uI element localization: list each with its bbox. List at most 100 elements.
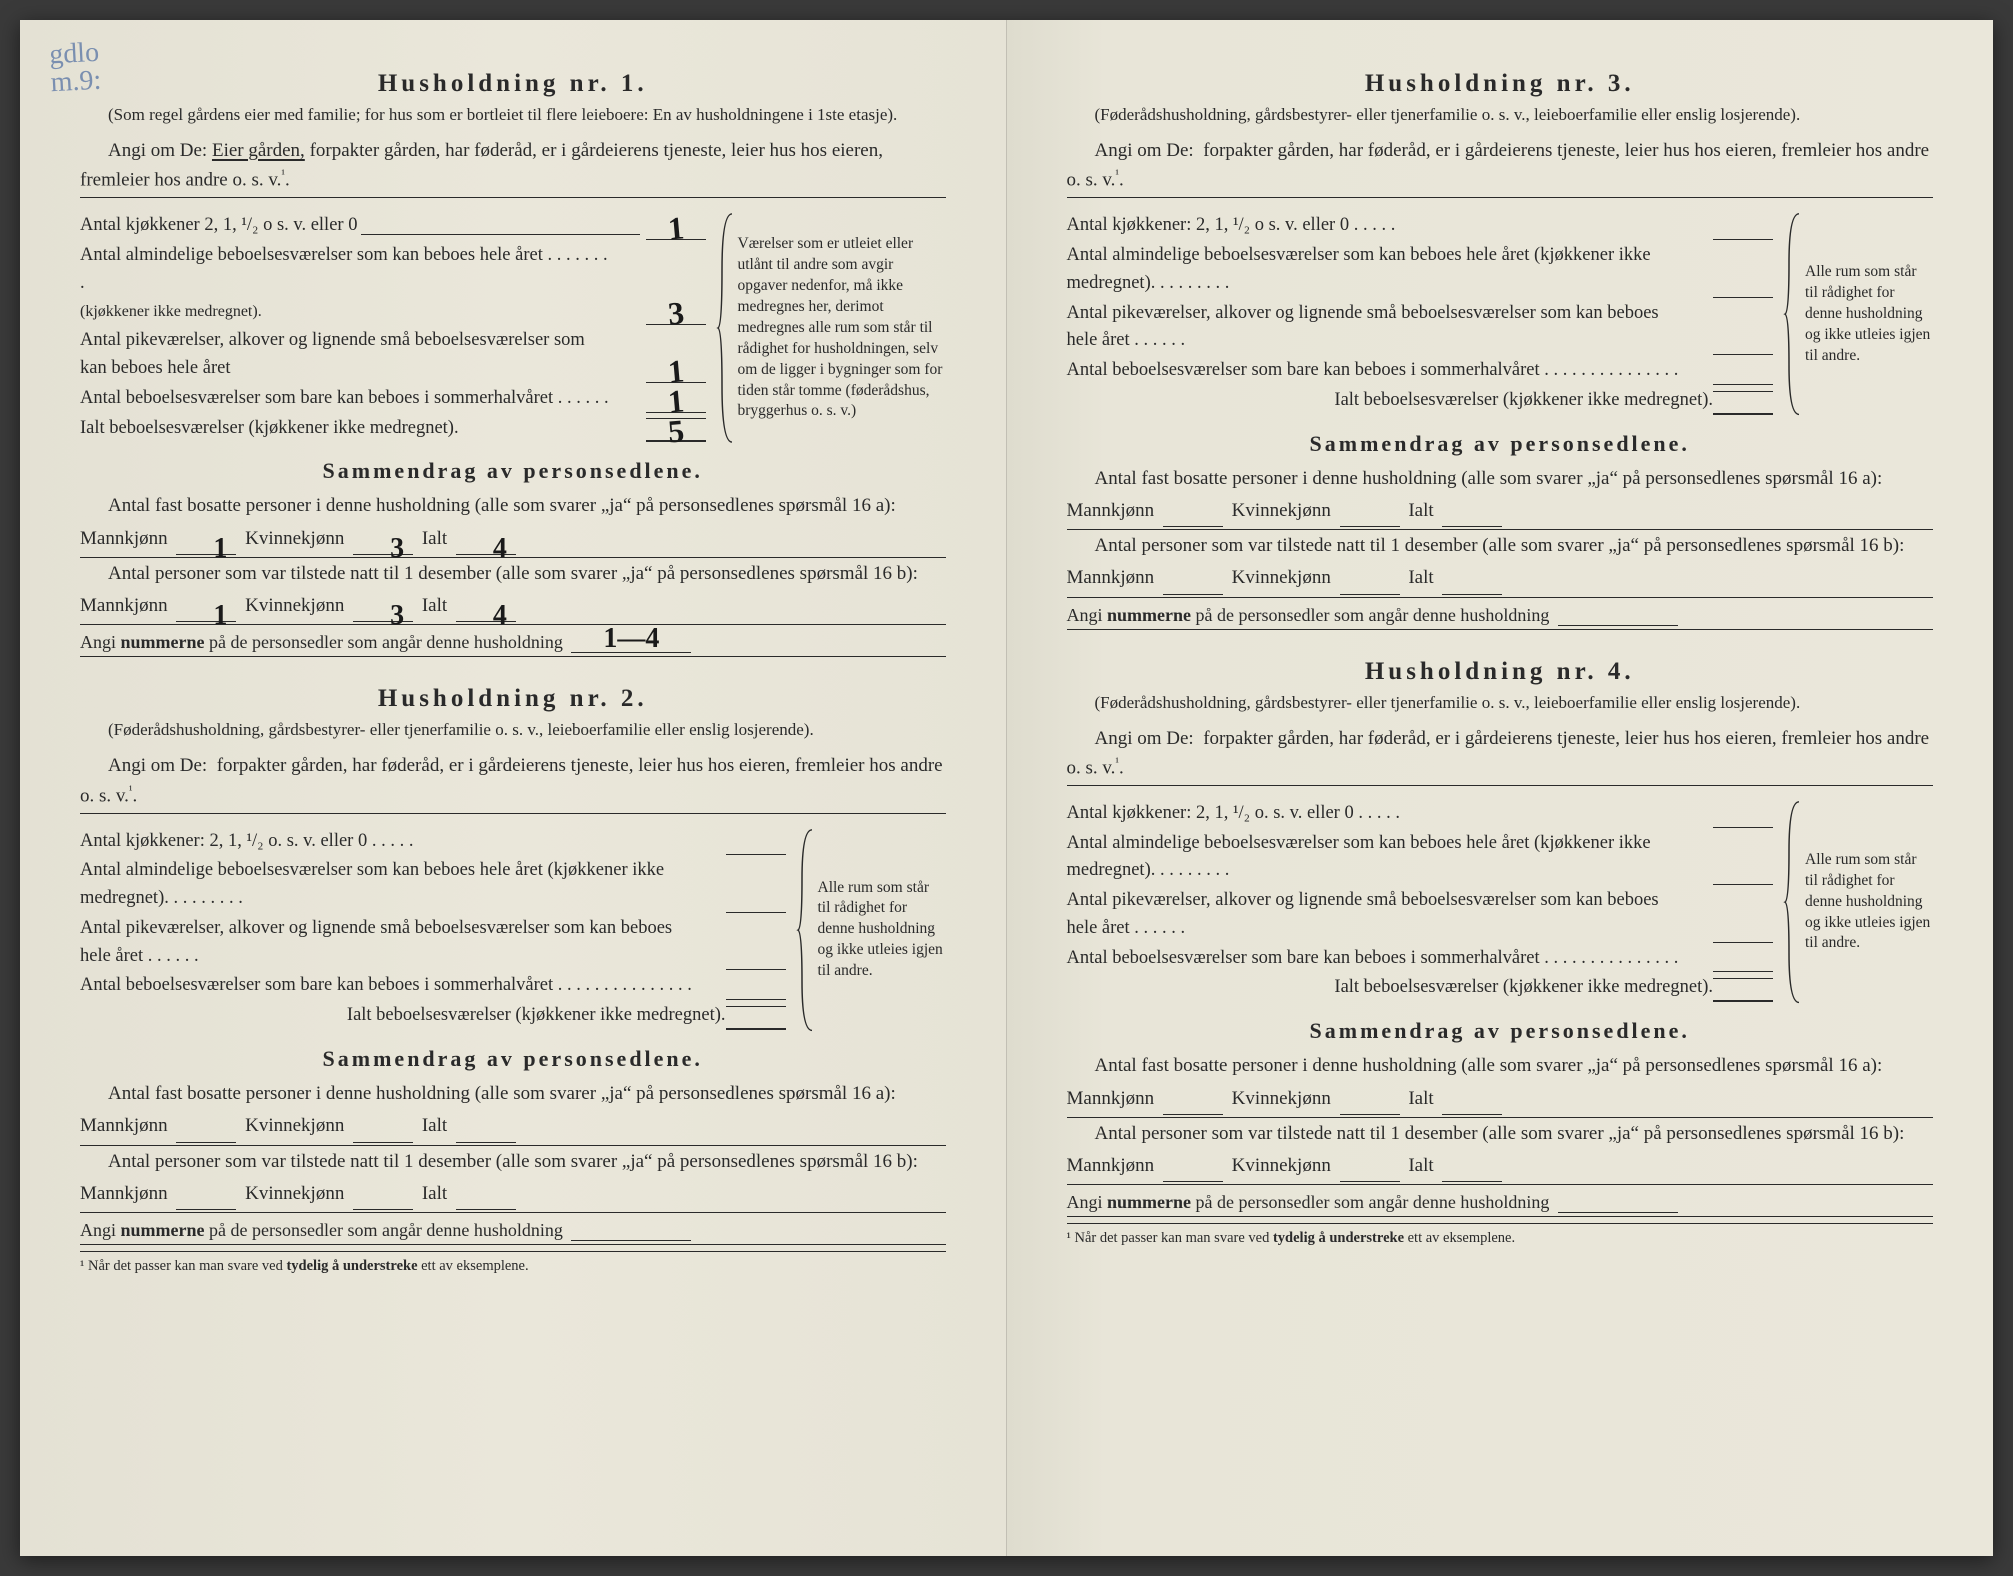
- summary-fast: Antal fast bosatte personer i denne hush…: [80, 490, 946, 558]
- til-m: [176, 1188, 236, 1210]
- footnote-ref: ¹: [129, 783, 133, 797]
- footnote-ref: ¹: [281, 167, 285, 181]
- maid-row: Antal pikeværelser, alkover og lignende …: [80, 327, 706, 383]
- angi-nummerne: Angi nummerne på de personsedler som ang…: [80, 1219, 946, 1245]
- angi-num-value: [1558, 604, 1678, 626]
- ialt-label: Ialt: [422, 1183, 447, 1204]
- summer-value: [1713, 948, 1773, 972]
- brace-text: Værelser som er utleiet eller utlånt til…: [738, 234, 946, 422]
- fast-k: 3: [353, 533, 413, 555]
- fast-k: [1340, 505, 1400, 527]
- kitchen-label: Antal kjøkkener: 2, 1, ¹/₂ o. s. v. elle…: [80, 828, 413, 856]
- summary-title: Sammendrag av personsedlene.: [1067, 431, 1934, 457]
- til-m: 1: [176, 600, 236, 622]
- summer-label: Antal beboelsesværelser som bare kan beb…: [80, 385, 609, 413]
- fast-total: [1442, 505, 1502, 527]
- room-lines: Antal kjøkkener: 2, 1, ¹/₂ o. s. v. elle…: [1067, 800, 1774, 1004]
- fast-k: [353, 1121, 413, 1143]
- kvinne-label: Kvinnekjønn: [1232, 1088, 1331, 1109]
- kvinne-label: Kvinnekjønn: [1232, 567, 1331, 588]
- fast-total: [456, 1121, 516, 1143]
- til-k: [1340, 573, 1400, 595]
- ialt-label: Ialt: [422, 1115, 447, 1136]
- separator: [80, 1251, 946, 1252]
- angi-prefix: Angi om De:: [108, 140, 207, 161]
- angi-num-value: [571, 1219, 691, 1241]
- brace-note: Alle rum som står til rådighet for denne…: [796, 828, 946, 1032]
- angi-num-value: 1—4: [571, 631, 691, 653]
- angi-nummerne: Angi nummerne på de personsedler som ang…: [1067, 604, 1934, 630]
- til-k: [353, 1188, 413, 1210]
- ialt-label: Ialt: [422, 595, 447, 616]
- kvinne-label: Kvinnekjønn: [245, 595, 344, 616]
- household-title: Husholdning nr. 4.: [1067, 658, 1934, 686]
- total-row: Ialt beboelsesværelser (kjøkkener ikke m…: [80, 1002, 786, 1030]
- room-block: Antal kjøkkener: 2, 1, ¹/₂ o s. v. eller…: [1067, 212, 1934, 416]
- summer-row: Antal beboelsesværelser som bare kan beb…: [80, 385, 706, 413]
- ialt-label: Ialt: [1408, 567, 1433, 588]
- maid-row: Antal pikeværelser, alkover og lignende …: [1067, 887, 1774, 943]
- kitchen-value: 1: [646, 216, 706, 240]
- room-lines: Antal kjøkkener: 2, 1, ¹/₂ o. s. v. elle…: [80, 828, 786, 1032]
- summary-tilstede: Antal personer som var tilstede natt til…: [80, 1146, 946, 1214]
- total-value: [1713, 978, 1773, 1002]
- ordinary-row: Antal almindelige beboelsesværelser som …: [1067, 242, 1774, 298]
- room-lines: Antal kjøkkener: 2, 1, ¹/₂ o s. v. eller…: [1067, 212, 1774, 416]
- angi-line: Angi om De: Eier gården, forpakter gårde…: [80, 137, 946, 198]
- kvinne-label: Kvinnekjønn: [245, 1115, 344, 1136]
- room-block: Antal kjøkkener: 2, 1, ¹/₂ o. s. v. elle…: [1067, 800, 1934, 1004]
- ordinary-label: Antal almindelige beboelsesværelser som …: [80, 242, 610, 325]
- angi-prefix: Angi om De:: [108, 755, 207, 776]
- total-value: [726, 1006, 786, 1030]
- ordinary-value: [1713, 274, 1773, 298]
- room-block: Antal kjøkkener 2, 1, ¹/₂ o s. v. eller …: [80, 212, 946, 444]
- fast-total: 4: [456, 533, 516, 555]
- maid-row: Antal pikeværelser, alkover og lignende …: [1067, 300, 1774, 356]
- footnote-ref: ¹: [1115, 167, 1119, 181]
- fast-k: [1340, 1093, 1400, 1115]
- ordinary-label: Antal almindelige beboelsesværelser som …: [80, 857, 700, 913]
- household-2: Husholdning nr. 2. (Føderådshusholdning,…: [80, 685, 946, 1275]
- fast-total: [1442, 1093, 1502, 1115]
- brace-icon: [1783, 800, 1801, 1004]
- angi-prefix: Angi om De:: [1095, 140, 1194, 161]
- maid-row: Antal pikeværelser, alkover og lignende …: [80, 915, 786, 971]
- ordinary-row: Antal almindelige beboelsesværelser som …: [1067, 830, 1774, 886]
- kitchen-row: Antal kjøkkener: 2, 1, ¹/₂ o. s. v. elle…: [80, 828, 786, 856]
- household-subtitle: (Føderådshusholdning, gårdsbestyrer- ell…: [1067, 692, 1934, 715]
- angi-num-label: Angi nummerne på de personsedler som ang…: [1067, 1192, 1550, 1212]
- summary-tilstede: Antal personer som var tilstede natt til…: [1067, 1118, 1934, 1186]
- household-subtitle: (Føderådshusholdning, gårdsbestyrer- ell…: [80, 719, 946, 742]
- kvinne-label: Kvinnekjønn: [1232, 1155, 1331, 1176]
- angi-num-value: [1558, 1191, 1678, 1213]
- kitchen-row: Antal kjøkkener: 2, 1, ¹/₂ o s. v. eller…: [1067, 212, 1774, 240]
- kitchen-row: Antal kjøkkener: 2, 1, ¹/₂ o. s. v. elle…: [1067, 800, 1774, 828]
- household-title: Husholdning nr. 2.: [80, 685, 946, 713]
- angi-rest: forpakter gården, har føderåd, er i gård…: [1067, 728, 1930, 779]
- ordinary-value: [726, 889, 786, 913]
- til-k: 3: [353, 600, 413, 622]
- maid-label: Antal pikeværelser, alkover og lignende …: [80, 327, 610, 383]
- document-spread: gdlo m.9: Husholdning nr. 1. (Som regel …: [20, 20, 1993, 1556]
- kitchen-value: [726, 831, 786, 855]
- brace-text: Alle rum som står til rådighet for denne…: [1805, 262, 1933, 367]
- ordinary-value: 3: [646, 301, 706, 325]
- total-label: Ialt beboelsesværelser (kjøkkener ikke m…: [80, 415, 646, 443]
- maid-label: Antal pikeværelser, alkover og lignende …: [80, 915, 700, 971]
- pencil-annotation: gdlo m.9:: [49, 39, 102, 98]
- brace-note: Alle rum som står til rådighet for denne…: [1783, 800, 1933, 1004]
- ordinary-label: Antal almindelige beboelsesværelser som …: [1067, 242, 1687, 298]
- brace-text: Alle rum som står til rådighet for denne…: [818, 878, 946, 983]
- summer-label: Antal beboelsesværelser som bare kan beb…: [80, 972, 692, 1000]
- angi-num-label: Angi nummerne på de personsedler som ang…: [1067, 605, 1550, 625]
- angi-underlined: Eier gården,: [212, 140, 305, 161]
- angi-nummerne: Angi nummerne på de personsedler som ang…: [1067, 1191, 1934, 1217]
- summary-fast: Antal fast bosatte personer i denne hush…: [1067, 463, 1934, 531]
- fast-m: [1163, 1093, 1223, 1115]
- summer-value: [1713, 361, 1773, 385]
- household-1: Husholdning nr. 1. (Som regel gårdens ei…: [80, 70, 946, 657]
- summer-label: Antal beboelsesværelser som bare kan beb…: [1067, 945, 1679, 973]
- angi-rest: forpakter gården, har føderåd, er i gård…: [1067, 140, 1930, 191]
- til-m: [1163, 1160, 1223, 1182]
- til-total: 4: [456, 600, 516, 622]
